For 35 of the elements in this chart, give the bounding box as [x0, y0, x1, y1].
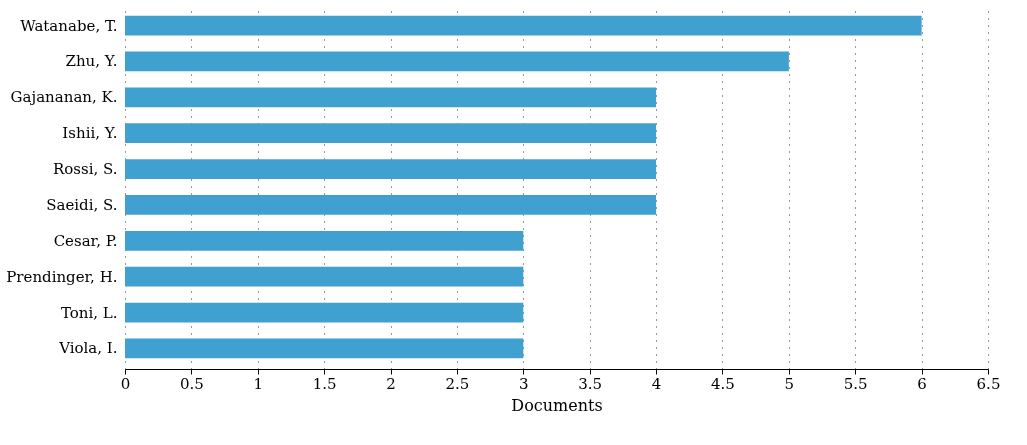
x-tick-label: 3.5 — [578, 374, 603, 393]
bar — [125, 338, 524, 359]
bar — [125, 51, 789, 72]
x-tick-label: 2.5 — [445, 374, 470, 393]
x-axis-title: Documents — [511, 395, 603, 415]
x-tick-label: 5 — [784, 374, 795, 393]
bar — [125, 266, 524, 287]
x-tick-label: 4 — [651, 374, 662, 393]
y-tick-label: Cesar, P. — [53, 231, 118, 250]
y-tick-label: Toni, L. — [60, 303, 118, 322]
bar — [125, 195, 657, 215]
bar — [125, 123, 657, 144]
y-tick-label: Ishii, Y. — [62, 124, 118, 143]
x-tick-label: 4.5 — [711, 374, 735, 393]
y-tick-label: Zhu, Y. — [65, 52, 118, 71]
x-tick-label: 6 — [917, 374, 927, 393]
bar — [125, 230, 524, 251]
bar — [125, 15, 922, 36]
x-tick-label: 1 — [253, 374, 264, 393]
bar — [125, 87, 657, 108]
y-tick-label: Rossi, S. — [52, 160, 118, 179]
bar — [125, 302, 524, 323]
x-tick-label: 1.5 — [312, 374, 337, 393]
y-tick-label: Saeidi, S. — [46, 195, 118, 214]
y-tick-label: Watanabe, T. — [20, 16, 118, 35]
x-tick-label: 0 — [120, 374, 131, 393]
bar — [125, 159, 657, 179]
x-tick-label: 0.5 — [179, 374, 204, 393]
x-tick-label: 5.5 — [843, 374, 868, 393]
x-tick-label: 3 — [519, 374, 529, 393]
x-tick-label: 2 — [386, 374, 396, 393]
y-tick-label: Gajananan, K. — [10, 88, 118, 107]
y-tick-label: Prendinger, H. — [6, 267, 118, 286]
y-tick-label: Viola, I. — [58, 339, 118, 358]
x-tick-label: 6.5 — [976, 374, 1001, 393]
